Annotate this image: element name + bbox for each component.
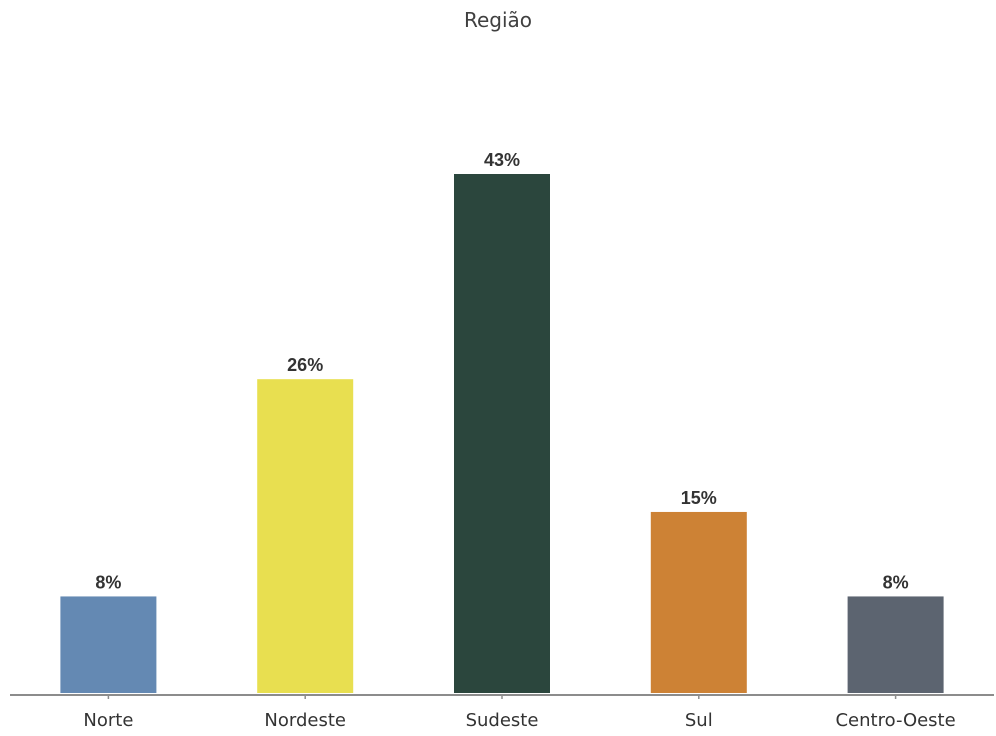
bar-nordeste — [257, 379, 354, 693]
x-tick-label-nordeste: Nordeste — [264, 710, 346, 731]
x-ticks-group: Norte Nordeste Sudeste Sul Centro-Oeste — [83, 695, 956, 731]
bar-sul — [650, 511, 747, 693]
x-tick-label-centro-oeste: Centro-Oeste — [835, 710, 955, 731]
x-tick-label-norte: Norte — [83, 710, 133, 731]
x-tick-label-sudeste: Sudeste — [466, 710, 539, 731]
x-tick-label-sul: Sul — [685, 710, 713, 731]
chart-title: Região — [463, 8, 533, 32]
value-label-sul: 15% — [681, 488, 717, 508]
value-label-norte: 8% — [95, 572, 121, 592]
bar-sudeste — [454, 174, 550, 693]
bar-centro-oeste — [847, 596, 944, 693]
bar-norte — [60, 596, 157, 693]
value-label-sudeste: 43% — [484, 150, 520, 170]
value-label-nordeste: 26% — [287, 355, 323, 375]
value-labels-group: 8% 26% 43% 15% 8% — [95, 150, 908, 592]
bars-group — [60, 174, 944, 693]
value-label-centro-oeste: 8% — [883, 572, 909, 592]
